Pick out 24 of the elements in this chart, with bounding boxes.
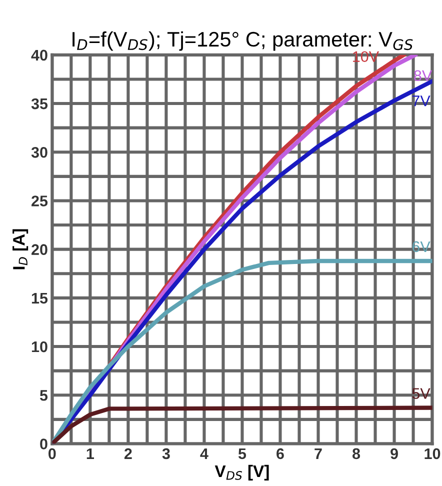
y-axis-title: I$_{D}$ [A] [12,229,28,270]
x-tick-label: 8 [352,448,360,460]
y-tick-label: 35 [31,98,48,110]
x-tick-label: 9 [390,448,398,460]
x-tick-label: 0 [48,448,56,460]
y-tick-label: 25 [32,196,48,206]
x-tick-label: 1 [86,448,94,459]
y-tick-label: 40 [31,50,48,61]
y-tick-label: 5 [40,390,48,401]
x-tick-label: 4 [200,448,208,459]
x-tick-label: 5 [238,448,246,460]
y-tick-label: 10 [32,341,48,352]
chart-title: I$_{D}$=f(V$_{DS}$); Tj=125° C; parameter: V$_{GS}$ [72,31,413,51]
x-tick-label: 2 [124,448,132,459]
y-tick-label: 0 [40,438,48,450]
x-tick-label: 10 [424,448,440,460]
x-tick-label: 6 [276,448,284,460]
x-tick-label: 3 [162,448,170,460]
x-axis-title: V$_{DS}$ [V] [214,464,269,480]
x-tick-label: 7 [314,448,322,459]
series-label: 6V [412,241,430,252]
y-tick-label: 20 [32,244,48,256]
y-tick-label: 15 [32,292,48,304]
y-tick-label: 30 [31,146,48,158]
